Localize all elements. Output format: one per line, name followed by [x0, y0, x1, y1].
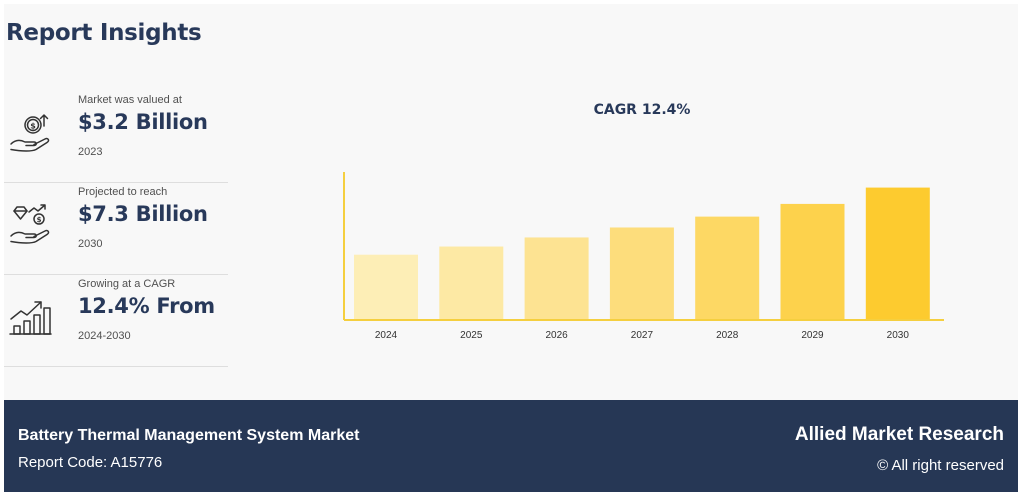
stat-year: 2024-2030 [78, 330, 131, 342]
bar-2026 [524, 237, 589, 320]
bar-2024 [354, 254, 418, 320]
bar-2029 [780, 203, 845, 320]
footer-rights: © All right reserved [877, 457, 1004, 474]
x-tick-label: 2028 [716, 330, 739, 341]
bar-2027 [609, 227, 674, 320]
stat-projected-value: $ Projected to reach $7.3 Billion 2030 [4, 182, 228, 275]
footer-market-name: Battery Thermal Management System Market [18, 427, 360, 444]
footer-report-code: Report Code: A15776 [18, 454, 163, 471]
bar-2028 [695, 216, 760, 320]
stat-value: $7.3 Billion [78, 202, 208, 226]
x-tick-label: 2024 [375, 330, 398, 341]
stat-label: Market was valued at [78, 94, 182, 106]
stat-year: 2030 [78, 238, 103, 250]
page-title: Report Insights [6, 20, 202, 46]
bar-2030 [865, 187, 930, 320]
money-hand-icon: $ [10, 114, 50, 152]
svg-text:$: $ [30, 122, 36, 131]
footer-brand: Allied Market Research [794, 424, 1004, 445]
bar-chart: CAGR 12.4% 2024 2025 2026 2027 2028 2029 2030 [343, 102, 944, 341]
chart-title: CAGR 12.4% [594, 102, 691, 118]
growth-bars-icon [9, 301, 52, 335]
stat-year: 2023 [78, 146, 103, 158]
report-card: Report Insights $ Market was valued at $… [4, 4, 1018, 492]
x-tick-label: 2029 [801, 330, 824, 341]
stat-value: $3.2 Billion [78, 110, 208, 134]
x-tick-label: 2026 [545, 330, 568, 341]
stat-market-value: $ Market was valued at $3.2 Billion 2023 [4, 90, 228, 183]
stat-cagr: Growing at a CAGR 12.4% From 2024-2030 [4, 274, 228, 367]
footer-bar: Battery Thermal Management System Market… [4, 400, 1018, 492]
gem-growth-hand-icon: $ [10, 204, 50, 244]
stat-value: 12.4% From [78, 294, 215, 318]
stat-label: Projected to reach [78, 186, 168, 198]
bar-2025 [439, 246, 504, 320]
x-tick-label: 2025 [460, 330, 483, 341]
x-tick-label: 2030 [887, 330, 910, 341]
svg-text:$: $ [37, 216, 42, 224]
x-tick-label: 2027 [631, 330, 654, 341]
stat-label: Growing at a CAGR [78, 278, 176, 290]
